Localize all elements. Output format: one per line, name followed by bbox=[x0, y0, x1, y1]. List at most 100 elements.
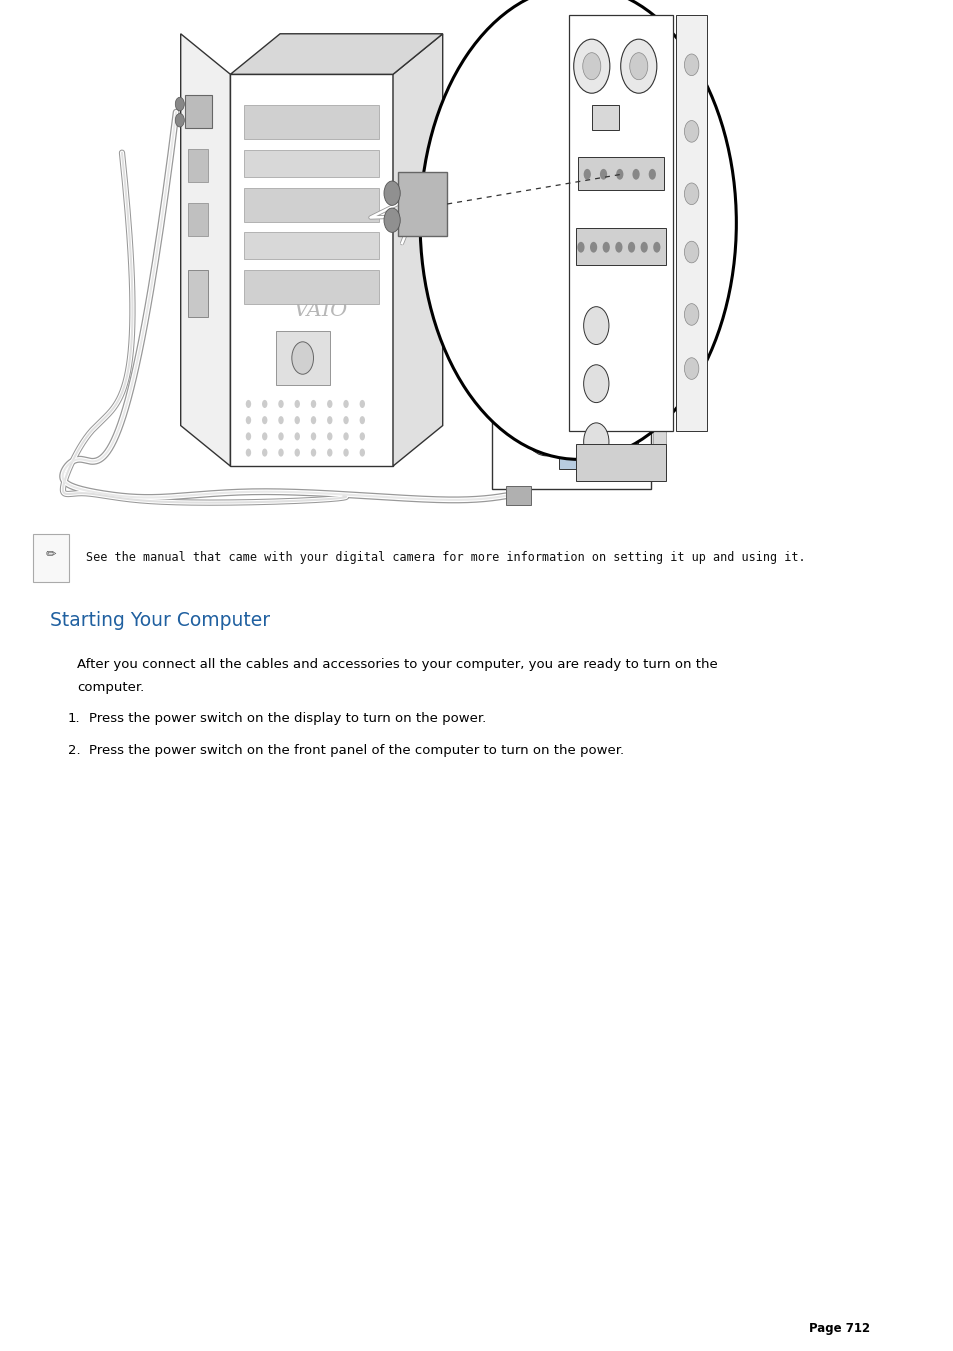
Circle shape bbox=[620, 39, 657, 93]
Circle shape bbox=[583, 423, 608, 461]
Circle shape bbox=[383, 181, 400, 205]
Text: computer.: computer. bbox=[76, 681, 144, 694]
Bar bbox=[32, 534, 69, 582]
Polygon shape bbox=[393, 34, 442, 466]
Circle shape bbox=[359, 432, 365, 440]
Circle shape bbox=[327, 400, 333, 408]
Bar bbox=[653, 427, 665, 446]
Circle shape bbox=[419, 0, 736, 459]
Circle shape bbox=[327, 416, 333, 424]
Bar bbox=[675, 15, 707, 431]
Circle shape bbox=[311, 416, 315, 424]
Circle shape bbox=[262, 400, 267, 408]
Circle shape bbox=[530, 390, 562, 439]
Circle shape bbox=[582, 53, 600, 80]
Circle shape bbox=[383, 208, 400, 232]
Circle shape bbox=[246, 432, 251, 440]
Bar bbox=[244, 105, 379, 139]
Bar bbox=[653, 367, 665, 386]
Bar bbox=[185, 95, 213, 128]
Circle shape bbox=[683, 54, 699, 76]
Circle shape bbox=[175, 113, 184, 127]
Circle shape bbox=[311, 400, 315, 408]
Polygon shape bbox=[230, 74, 393, 466]
Bar bbox=[591, 105, 618, 130]
Polygon shape bbox=[576, 228, 665, 265]
Circle shape bbox=[629, 53, 647, 80]
Circle shape bbox=[359, 449, 365, 457]
Circle shape bbox=[632, 169, 639, 180]
Circle shape bbox=[294, 432, 299, 440]
Text: See the manual that came with your digital camera for more information on settin: See the manual that came with your digit… bbox=[86, 551, 804, 565]
Circle shape bbox=[599, 169, 606, 180]
Bar bbox=[397, 172, 447, 236]
Bar bbox=[244, 188, 379, 222]
Circle shape bbox=[327, 449, 333, 457]
Polygon shape bbox=[578, 157, 663, 190]
Bar bbox=[558, 366, 638, 469]
Bar bbox=[559, 293, 596, 320]
Circle shape bbox=[583, 365, 608, 403]
Circle shape bbox=[343, 400, 349, 408]
Circle shape bbox=[175, 97, 184, 111]
Circle shape bbox=[294, 400, 299, 408]
Circle shape bbox=[573, 39, 609, 93]
Circle shape bbox=[583, 169, 590, 180]
Bar bbox=[244, 270, 379, 304]
Circle shape bbox=[343, 416, 349, 424]
Bar bbox=[188, 203, 208, 236]
Circle shape bbox=[519, 374, 573, 455]
Bar bbox=[505, 486, 531, 505]
Bar bbox=[653, 457, 665, 476]
Circle shape bbox=[577, 242, 584, 253]
Bar bbox=[188, 270, 208, 317]
Bar bbox=[569, 15, 673, 431]
Circle shape bbox=[262, 416, 267, 424]
Text: ✏: ✏ bbox=[46, 549, 56, 562]
Circle shape bbox=[343, 432, 349, 440]
Text: VAIO: VAIO bbox=[294, 301, 348, 320]
Circle shape bbox=[294, 449, 299, 457]
Text: Press the power switch on the display to turn on the power.: Press the power switch on the display to… bbox=[89, 712, 485, 725]
Circle shape bbox=[683, 182, 699, 204]
Text: Page 712: Page 712 bbox=[808, 1321, 869, 1335]
Circle shape bbox=[683, 242, 699, 263]
Circle shape bbox=[683, 304, 699, 326]
Circle shape bbox=[653, 242, 659, 253]
Circle shape bbox=[278, 449, 283, 457]
Text: After you connect all the cables and accessories to your computer, you are ready: After you connect all the cables and acc… bbox=[76, 658, 717, 671]
Text: 2.: 2. bbox=[68, 744, 80, 758]
Circle shape bbox=[278, 400, 283, 408]
Circle shape bbox=[292, 342, 314, 374]
Circle shape bbox=[616, 169, 622, 180]
Bar bbox=[492, 347, 650, 489]
Text: Press the power switch on the front panel of the computer to turn on the power.: Press the power switch on the front pane… bbox=[89, 744, 623, 758]
Circle shape bbox=[294, 416, 299, 424]
Text: Starting Your Computer: Starting Your Computer bbox=[50, 611, 270, 630]
Circle shape bbox=[359, 400, 365, 408]
Bar bbox=[188, 149, 208, 182]
Circle shape bbox=[262, 432, 267, 440]
Circle shape bbox=[359, 416, 365, 424]
Circle shape bbox=[683, 120, 699, 142]
Bar bbox=[188, 95, 208, 128]
Circle shape bbox=[311, 449, 315, 457]
Bar bbox=[244, 232, 379, 259]
Circle shape bbox=[343, 449, 349, 457]
Circle shape bbox=[327, 432, 333, 440]
Bar bbox=[653, 397, 665, 416]
Circle shape bbox=[627, 242, 635, 253]
Circle shape bbox=[246, 449, 251, 457]
Circle shape bbox=[602, 242, 609, 253]
Circle shape bbox=[262, 449, 267, 457]
Polygon shape bbox=[230, 34, 442, 74]
Circle shape bbox=[615, 242, 622, 253]
Circle shape bbox=[311, 432, 315, 440]
Circle shape bbox=[246, 400, 251, 408]
Bar bbox=[275, 331, 330, 385]
Circle shape bbox=[278, 432, 283, 440]
Circle shape bbox=[583, 307, 608, 345]
Polygon shape bbox=[576, 444, 665, 481]
Bar bbox=[510, 277, 614, 347]
Circle shape bbox=[639, 242, 647, 253]
